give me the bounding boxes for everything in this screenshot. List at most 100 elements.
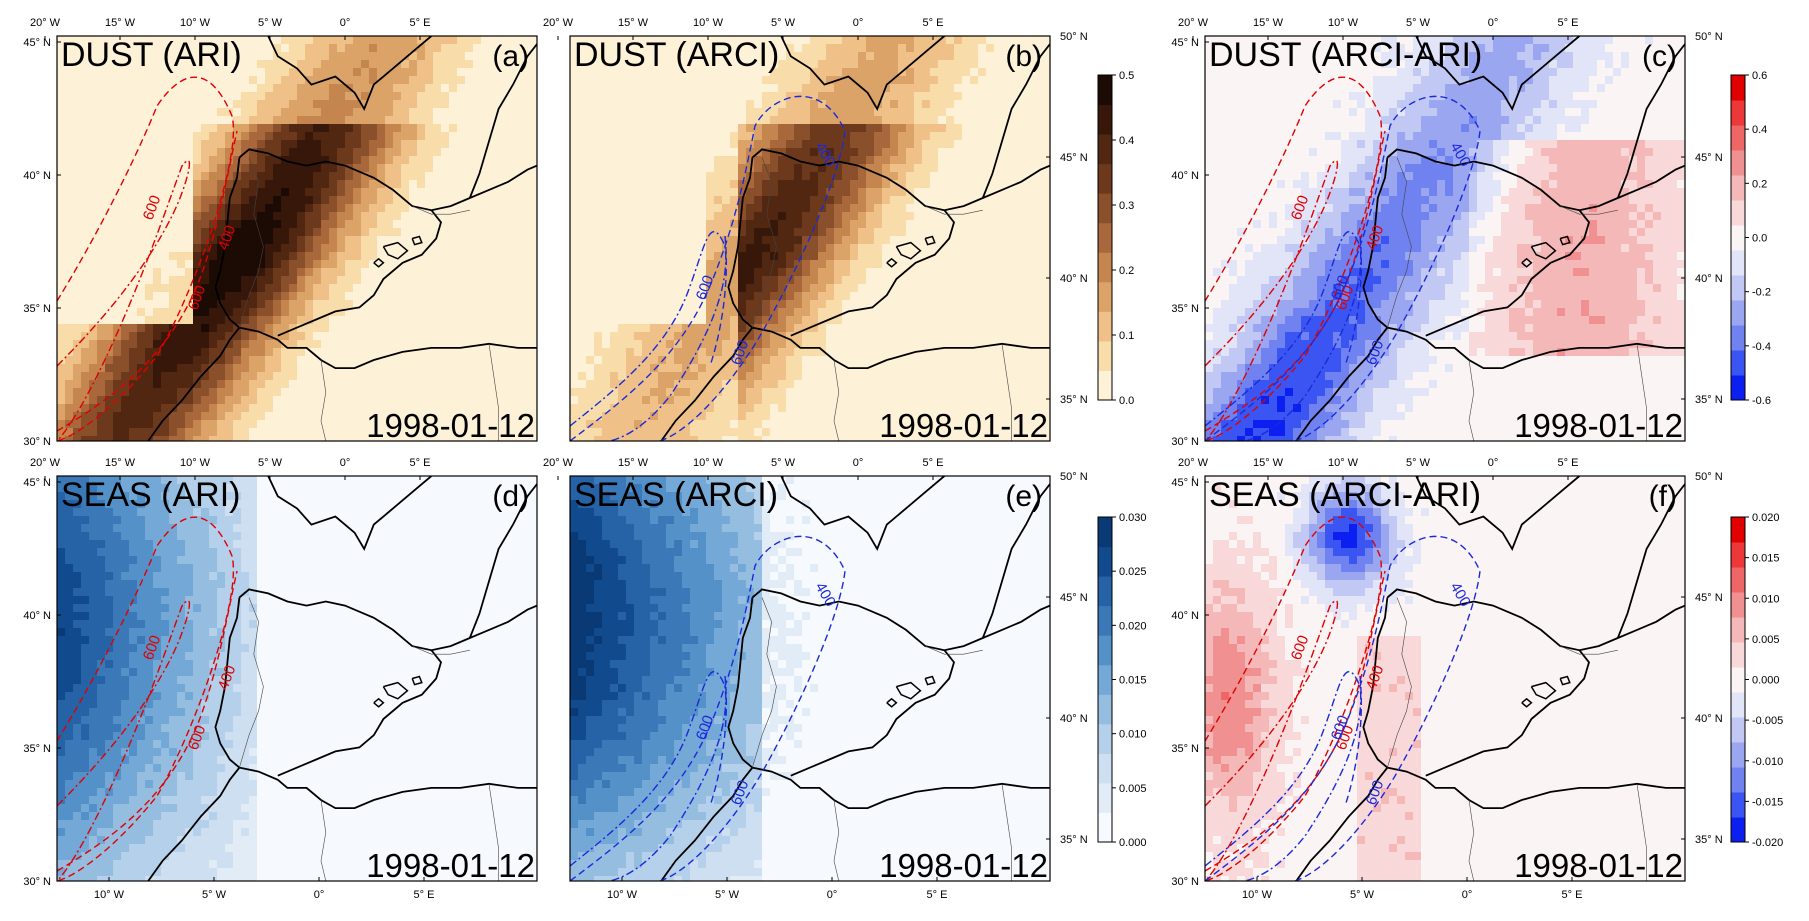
blue-contour-600b bbox=[709, 235, 728, 367]
coastline bbox=[1425, 649, 1590, 777]
blue-contour-600b bbox=[1344, 675, 1363, 807]
country-border bbox=[752, 157, 777, 328]
country-border bbox=[412, 645, 470, 655]
coastline bbox=[147, 597, 241, 881]
blue-contour-600 bbox=[570, 230, 727, 441]
top-lon-label: 20° W bbox=[1178, 457, 1209, 469]
coastline bbox=[1616, 483, 1685, 639]
top-lon-label: 10° W bbox=[693, 457, 724, 469]
blue-contour-600 bbox=[1205, 230, 1362, 441]
island-outline bbox=[924, 235, 936, 246]
colorbar-tick-label: 0.0 bbox=[1752, 233, 1767, 245]
country-border bbox=[1001, 783, 1012, 881]
top-lon-label: 0° bbox=[853, 17, 864, 29]
colorbar-tick-label: 0.6 bbox=[1752, 70, 1767, 82]
panel-frame bbox=[569, 475, 1051, 882]
coastline bbox=[1425, 209, 1590, 337]
bottom-lon-label: 5° E bbox=[927, 889, 948, 901]
top-lon-label: 5° W bbox=[1406, 17, 1431, 29]
top-lon-label: 5° W bbox=[258, 457, 283, 469]
island-outline bbox=[382, 241, 409, 260]
coastline bbox=[1295, 157, 1389, 441]
island-outline bbox=[411, 235, 423, 246]
left-lat-label: 45° N bbox=[1171, 477, 1199, 489]
coastline bbox=[238, 148, 537, 212]
top-lon-label: 15° W bbox=[618, 17, 649, 29]
panel-title: SEAS (ARCI-ARI) bbox=[1209, 476, 1481, 514]
panel-letter: (f) bbox=[1649, 480, 1677, 513]
right-lat-label: 35° N bbox=[1695, 834, 1723, 846]
country-border bbox=[1636, 343, 1647, 441]
top-lon-label: 5° E bbox=[410, 17, 431, 29]
top-lon-label: 0° bbox=[340, 17, 351, 29]
panel-title: DUST (ARCI) bbox=[574, 36, 779, 74]
colorbar-tick-label: 0.010 bbox=[1119, 729, 1147, 741]
colorbar-tick-label: -0.005 bbox=[1752, 715, 1783, 727]
right-lat-label: 50° N bbox=[1695, 31, 1723, 43]
bottom-lon-label: 5° W bbox=[715, 889, 740, 901]
panel-date: 1998-01-12 bbox=[366, 407, 535, 444]
top-lon-label: 0° bbox=[853, 457, 864, 469]
island-outline bbox=[886, 697, 898, 708]
red-contour-600 bbox=[57, 599, 190, 881]
right-lat-label: 50° N bbox=[1695, 471, 1723, 483]
country-border bbox=[752, 597, 777, 768]
top-lon-label: 10° W bbox=[180, 457, 211, 469]
panel-letter: (e) bbox=[1005, 480, 1042, 513]
left-lat-label: 30° N bbox=[1171, 876, 1199, 888]
coastline bbox=[1387, 326, 1685, 369]
island-outline bbox=[895, 241, 922, 260]
top-lon-label: 15° W bbox=[1253, 17, 1284, 29]
right-lat-label: 40° N bbox=[1060, 713, 1088, 725]
island-outline bbox=[895, 681, 922, 700]
red-contour-600b bbox=[57, 130, 238, 432]
coastline bbox=[981, 483, 1050, 639]
colorbar-tick-label: 0.020 bbox=[1119, 620, 1147, 632]
panel-date: 1998-01-12 bbox=[1514, 847, 1683, 884]
coastline bbox=[1295, 597, 1389, 881]
colorbar-dust-diff: 0.6 0.4 0.2 0.0 -0.2 -0.4 -0.6 bbox=[1730, 70, 1771, 407]
colorbar-tick-label: 0.2 bbox=[1119, 265, 1134, 277]
island-outline bbox=[1521, 697, 1533, 708]
top-lon-label: 5° E bbox=[1558, 17, 1579, 29]
panel-title: SEAS (ARI) bbox=[61, 476, 240, 514]
island-outline bbox=[886, 257, 898, 268]
top-lon-label: 15° W bbox=[1253, 457, 1284, 469]
country-border bbox=[1560, 205, 1618, 215]
country-border bbox=[1468, 359, 1475, 441]
colorbar-tick-label: 0.005 bbox=[1119, 783, 1147, 795]
coastline bbox=[1387, 766, 1685, 809]
colorbar-tick-label: 0.000 bbox=[1752, 675, 1780, 687]
colorbar-tick-label: -0.010 bbox=[1752, 756, 1783, 768]
left-lat-label: 40° N bbox=[23, 610, 51, 622]
country-border bbox=[239, 157, 264, 328]
panel-date: 1998-01-12 bbox=[879, 847, 1048, 884]
blue-contour-400 bbox=[570, 95, 846, 441]
coastline bbox=[660, 157, 754, 441]
panel-frame bbox=[569, 35, 1051, 442]
colorbar-tick-label: 0.2 bbox=[1752, 178, 1767, 190]
top-lon-label: 10° W bbox=[180, 17, 211, 29]
colorbar-tick-label: 0.005 bbox=[1752, 634, 1780, 646]
top-lon-label: 5° E bbox=[923, 17, 944, 29]
red-contour-400 bbox=[57, 516, 235, 881]
country-border bbox=[833, 799, 840, 881]
coastline bbox=[277, 649, 442, 777]
top-lon-label: 10° W bbox=[1328, 17, 1359, 29]
top-lon-label: 20° W bbox=[543, 17, 574, 29]
left-lat-label: 30° N bbox=[23, 876, 51, 888]
right-lat-label: 45° N bbox=[1060, 592, 1088, 604]
top-lon-label: 20° W bbox=[30, 17, 61, 29]
coastline bbox=[468, 483, 537, 639]
colorbar-dust-abs: 0.5 0.4 0.3 0.2 0.1 0.0 bbox=[1097, 70, 1134, 407]
blue-contour-600 bbox=[1205, 670, 1362, 881]
top-lon-label: 0° bbox=[1488, 457, 1499, 469]
